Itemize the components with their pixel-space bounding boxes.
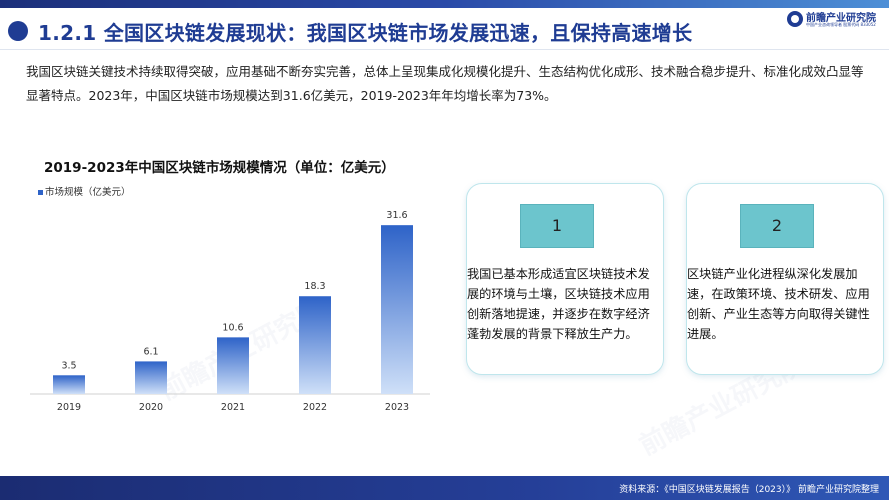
- data-label-2022: 18.3: [304, 281, 325, 292]
- footer-bar: 资料来源：《中国区块链发展报告（2023）》 前瞻产业研究院整理: [0, 476, 889, 500]
- header-bar: [0, 0, 889, 8]
- chart-legend: 市场规模（亿美元）: [38, 184, 131, 198]
- data-label-2020: 6.1: [143, 346, 158, 357]
- slide-title: 1.2.1 全国区块链发展现状：我国区块链市场发展迅速，且保持高速增长: [38, 21, 693, 45]
- title-bullet-icon: [8, 21, 28, 41]
- legend-label: 市场规模（亿美元）: [45, 187, 131, 198]
- brand-logo-name: 前瞻产业研究院: [806, 13, 876, 24]
- bar-2019: [53, 375, 85, 394]
- bar-2021: [217, 337, 249, 394]
- chart-title: 2019-2023年中国区块链市场规模情况（单位：亿美元）: [44, 160, 395, 176]
- brand-logo-subtitle: 中国产业咨询领导者 股票代码 833052: [806, 22, 876, 27]
- title-divider: [0, 49, 889, 50]
- data-label-2019: 3.5: [61, 360, 76, 371]
- x-tick-2020: 2020: [139, 402, 163, 413]
- intro-paragraph: 我国区块链关键技术持续取得突破，应用基础不断夯实完善，总体上呈现集成化规模化提升…: [26, 64, 864, 103]
- insight-card-text: 区块链产业化进程纵深化发展加速，在政策环境、技术研发、应用创新、产业生态等方向取…: [687, 267, 870, 341]
- insight-card-number: 1: [520, 204, 594, 248]
- insight-card-1: 1 我国已基本形成适宜区块链技术发展的环境与土壤，区块链技术应用创新落地提速，并…: [466, 183, 664, 375]
- legend-swatch: [38, 190, 43, 195]
- insight-card-number: 2: [740, 204, 814, 248]
- x-tick-2023: 2023: [385, 402, 409, 413]
- source-note: 资料来源：《中国区块链发展报告（2023）》 前瞻产业研究院整理: [619, 485, 879, 495]
- bar-chart: 3.5 2019 6.1 2020 10.6 2021 18.3 2022 31.6 2023: [30, 210, 430, 413]
- data-label-2021: 10.6: [222, 322, 243, 333]
- brand-logo: 前瞻产业研究院 中国产业咨询领导者 股票代码 833052: [787, 8, 879, 32]
- bar-2022: [299, 296, 331, 394]
- x-tick-2021: 2021: [221, 402, 245, 413]
- insight-card-2: 2 区块链产业化进程纵深化发展加速，在政策环境、技术研发、应用创新、产业生态等方…: [686, 183, 884, 375]
- x-tick-2022: 2022: [303, 402, 327, 413]
- bar-2020: [135, 361, 167, 394]
- x-tick-2019: 2019: [57, 402, 81, 413]
- data-label-2023: 31.6: [386, 210, 407, 221]
- brand-logo-icon: [787, 11, 803, 27]
- insight-card-text: 我国已基本形成适宜区块链技术发展的环境与土壤，区块链技术应用创新落地提速，并逐步…: [467, 267, 650, 341]
- bar-2023: [381, 225, 413, 394]
